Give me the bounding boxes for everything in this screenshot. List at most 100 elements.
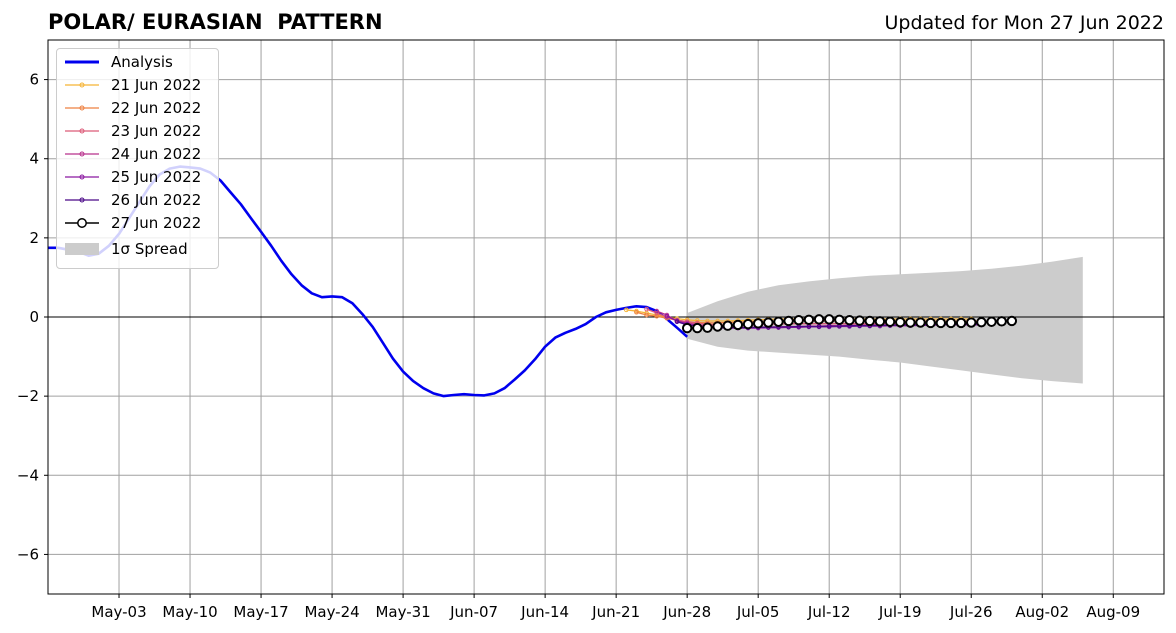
x-tick-label: Jul-19	[878, 603, 922, 621]
forecast-point	[945, 317, 957, 329]
legend-swatch-graphic	[65, 218, 99, 228]
forecast-point	[752, 318, 764, 329]
forecast-point	[864, 315, 875, 327]
x-tick-label: Jul-05	[736, 603, 780, 621]
legend-swatch-graphic	[65, 197, 99, 203]
x-tick-label: Jul-26	[949, 603, 993, 621]
legend-swatch-graphic	[65, 105, 99, 111]
forecast-point	[986, 316, 997, 327]
forecast-point	[844, 314, 855, 326]
chart-legend: Analysis 21 Jun 2022 22 Jun 2022 23 Jun …	[56, 48, 219, 269]
forecast-point	[874, 316, 886, 327]
x-tick-label: May-24	[304, 603, 359, 621]
forecast-point	[1006, 315, 1018, 327]
legend-swatch-23jun	[63, 122, 101, 140]
legend-swatch-22jun	[63, 99, 101, 117]
legend-label: 23 Jun 2022	[111, 122, 202, 140]
forecast-point	[854, 315, 865, 326]
x-tick-label: Jun-14	[520, 603, 569, 621]
chart-title: POLAR/ EURASIAN PATTERN	[48, 10, 383, 34]
forecast-point	[955, 317, 967, 329]
legend-label: 21 Jun 2022	[111, 76, 202, 94]
legend-swatch-graphic	[65, 60, 99, 64]
legend-swatch-graphic	[65, 151, 99, 157]
legend-swatch-graphic	[65, 174, 99, 180]
legend-label: 25 Jun 2022	[111, 168, 202, 186]
forecast-point	[623, 307, 629, 313]
forecast-point	[644, 312, 649, 318]
legend-marker	[79, 174, 85, 180]
legend-swatch-graphic	[65, 82, 99, 88]
legend-swatch-26jun	[63, 191, 101, 209]
forecast-point	[884, 316, 896, 327]
legend-item-26jun: 26 Jun 2022	[63, 189, 201, 211]
legend-item-27jun: 27 Jun 2022	[63, 212, 201, 234]
forecast-point	[732, 319, 744, 331]
legend-swatch-graphic	[65, 128, 99, 134]
forecast-point	[712, 321, 723, 332]
forecast-point	[834, 314, 845, 325]
forecast-point	[816, 324, 822, 329]
y-tick-label: −2	[17, 387, 39, 405]
legend-patch	[65, 243, 99, 255]
series-forecast-group	[681, 314, 1018, 334]
forecast-point	[634, 309, 639, 315]
legend-swatch-27jun	[63, 214, 101, 232]
legend-marker	[79, 128, 85, 134]
forecast-point	[763, 317, 774, 328]
legend-label: 26 Jun 2022	[111, 191, 202, 209]
forecast-point	[803, 314, 815, 325]
legend-swatch-24jun	[63, 145, 101, 163]
legend-label: 22 Jun 2022	[111, 99, 202, 117]
legend-swatch-25jun	[63, 168, 101, 186]
legend-item-21jun: 21 Jun 2022	[63, 74, 201, 96]
legend-item-spread: 1σ Spread	[63, 238, 188, 260]
axes-frame	[47, 39, 1165, 595]
legend-swatch-analysis	[63, 53, 101, 71]
forecast-point	[996, 316, 1007, 327]
spread-band	[687, 256, 1083, 384]
forecast-point	[742, 318, 754, 330]
x-tick-label: May-10	[162, 603, 217, 621]
y-tick-label: 0	[29, 308, 39, 326]
legend-label: 27 Jun 2022	[111, 214, 202, 232]
forecast-point	[895, 316, 906, 328]
x-tick-label: Jun-21	[591, 603, 640, 621]
legend-item-23jun: 23 Jun 2022	[63, 120, 201, 142]
forecast-point	[654, 308, 660, 314]
y-tick-label: 2	[29, 229, 39, 247]
legend-swatch-graphic	[65, 243, 99, 255]
legend-marker	[79, 105, 85, 111]
forecast-point	[905, 317, 916, 328]
forecast-point	[813, 314, 825, 325]
updated-date: Updated for Mon 27 Jun 2022	[884, 12, 1164, 34]
legend-swatch-21jun	[63, 76, 101, 94]
legend-item-22jun: 22 Jun 2022	[63, 97, 201, 119]
forecast-point	[783, 315, 794, 327]
forecast-point	[915, 317, 926, 328]
x-tick-label: May-31	[375, 603, 430, 621]
forecast-point	[976, 316, 987, 328]
forecast-point	[966, 317, 977, 328]
forecast-point	[793, 314, 804, 326]
forecast-point	[664, 313, 670, 319]
forecast-point	[674, 319, 680, 325]
x-tick-label: May-17	[233, 603, 288, 621]
forecast-point	[722, 320, 733, 331]
forecast-point	[702, 322, 713, 333]
forecast-point	[681, 322, 693, 334]
y-tick-label: −4	[17, 466, 39, 484]
x-tick-label: Aug-09	[1086, 603, 1140, 621]
legend-marker	[79, 151, 85, 157]
legend-item-analysis: Analysis	[63, 51, 173, 73]
forecast-point	[925, 317, 936, 329]
legend-marker	[79, 82, 85, 88]
legend-swatch-spread	[63, 240, 101, 258]
x-tick-label: Jun-28	[662, 603, 711, 621]
forecast-point	[644, 306, 649, 312]
legend-label: 1σ Spread	[111, 240, 188, 258]
legend-item-25jun: 25 Jun 2022	[63, 166, 201, 188]
x-tick-label: Jun-07	[449, 603, 498, 621]
x-tick-label: Aug-02	[1015, 603, 1069, 621]
x-tick-label: Jul-12	[807, 603, 851, 621]
